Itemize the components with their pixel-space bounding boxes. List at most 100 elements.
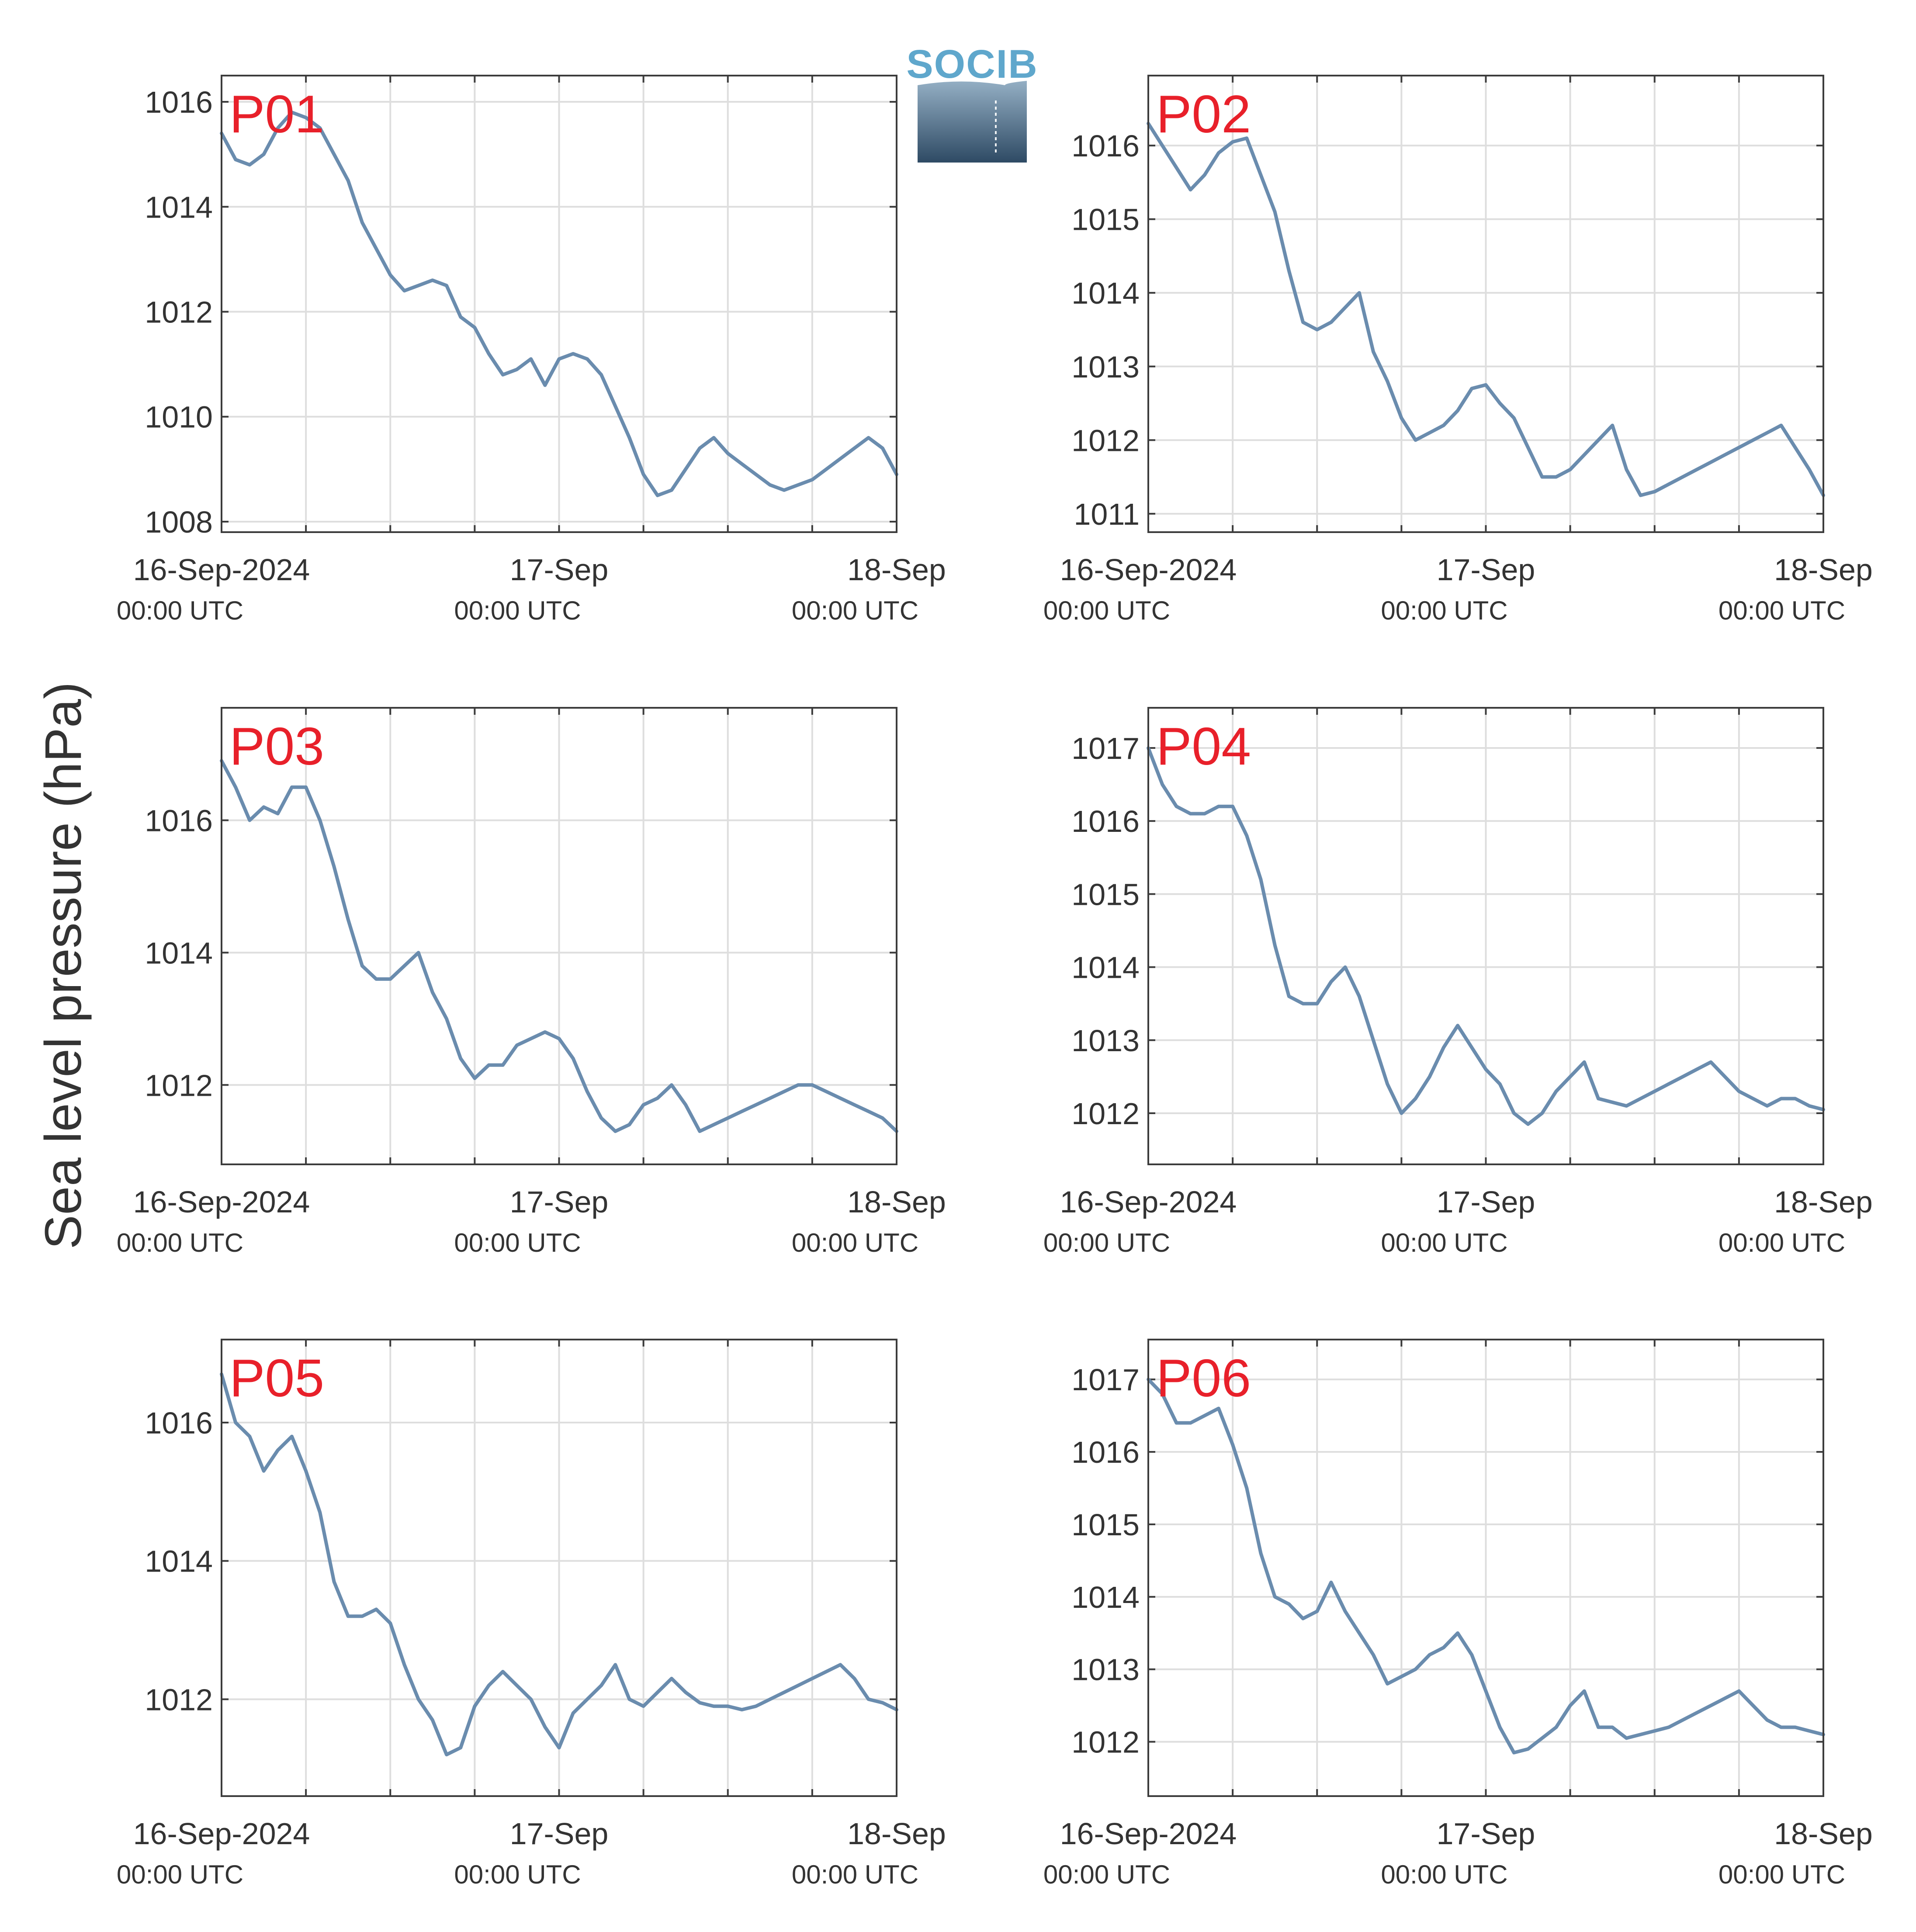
x-tick-label: 17-Sep — [1437, 553, 1535, 587]
y-tick-label: 1014 — [145, 936, 213, 970]
y-tick-label: 1012 — [1071, 423, 1140, 457]
x-tick-sublabel: 00:00 UTC — [1043, 596, 1170, 625]
logo-depth-mark — [995, 125, 997, 128]
y-tick-label: 1016 — [145, 803, 213, 838]
chart-panel-p02: 1011 1012 1013 1014 1015 1016 P02 16-Sep-2024 00… — [1043, 75, 1873, 625]
panel-label: P05 — [229, 1348, 324, 1408]
y-axis-label: Sea level pressure (hPa) — [35, 682, 92, 1250]
y-tick-label: 1016 — [1071, 129, 1140, 163]
y-tick-label: 1015 — [1071, 877, 1140, 911]
y-tick-label: 1012 — [1071, 1725, 1140, 1759]
logo-depth-mark — [995, 100, 997, 104]
x-tick-sublabel: 00:00 UTC — [1043, 1860, 1170, 1889]
x-tick-label: 18-Sep — [1774, 1185, 1873, 1219]
x-tick-sublabel: 00:00 UTC — [454, 1228, 581, 1257]
y-tick-label: 1013 — [1071, 1024, 1140, 1058]
x-tick-sublabel: 00:00 UTC — [792, 1860, 918, 1889]
x-tick-sublabel: 00:00 UTC — [1043, 1228, 1170, 1257]
x-tick-label: 18-Sep — [1774, 1817, 1873, 1851]
x-tick-label: 17-Sep — [1437, 1185, 1535, 1219]
chart-panel-p04: 1012 1013 1014 1015 1016 1017 P04 16-Sep-2024 00… — [1043, 707, 1873, 1257]
x-tick-label: 16-Sep-2024 — [133, 553, 310, 587]
x-tick-sublabel: 00:00 UTC — [1381, 1228, 1507, 1257]
x-tick-sublabel: 00:00 UTC — [792, 596, 918, 625]
chart-panel-p05: 1012 1014 1016 P05 16-Sep-2024 00:00 UTC 17-Se… — [117, 1339, 946, 1889]
y-tick-label: 1012 — [1071, 1097, 1140, 1131]
y-tick-label: 1011 — [1074, 497, 1140, 531]
y-tick-label: 1017 — [1071, 731, 1140, 765]
x-tick-sublabel: 00:00 UTC — [1381, 596, 1507, 625]
y-tick-label: 1014 — [1071, 951, 1140, 985]
y-tick-label: 1012 — [145, 295, 213, 329]
x-tick-label: 16-Sep-2024 — [1060, 1185, 1237, 1219]
y-tick-label: 1015 — [1071, 1508, 1140, 1542]
y-tick-label: 1008 — [145, 505, 213, 539]
chart-panels: 1008 1010 1012 1014 1016 P01 16-Sep-2024 00:00 … — [117, 75, 1873, 1889]
x-tick-label: 17-Sep — [510, 1185, 609, 1219]
y-tick-label: 1013 — [1071, 350, 1140, 384]
plot-frame — [221, 1339, 897, 1797]
x-tick-label: 18-Sep — [1774, 553, 1873, 587]
x-tick-label: 17-Sep — [1437, 1817, 1535, 1851]
socib-logo: SOCIB — [906, 42, 1038, 163]
logo-depth-mark — [995, 149, 997, 152]
x-tick-label: 16-Sep-2024 — [133, 1185, 310, 1219]
chart-panel-p06: 1012 1013 1014 1015 1016 1017 P06 16-Sep-2024 00… — [1043, 1339, 1873, 1889]
y-tick-label: 1014 — [1071, 1580, 1140, 1614]
series-line-p03 — [220, 759, 898, 1133]
series-line-p05 — [220, 1372, 898, 1756]
y-tick-label: 1014 — [145, 1544, 213, 1579]
x-tick-label: 18-Sep — [847, 553, 946, 587]
x-tick-label: 18-Sep — [847, 1817, 946, 1851]
logo-depth-mark — [995, 107, 997, 110]
series-line-p02 — [1147, 121, 1825, 497]
logo-depth-mark — [995, 143, 997, 146]
panel-label: P06 — [1156, 1348, 1251, 1408]
y-tick-label: 1017 — [1071, 1363, 1140, 1397]
x-tick-sublabel: 00:00 UTC — [454, 1860, 581, 1889]
series-line-p01 — [220, 111, 898, 497]
logo-depth-mark — [995, 137, 997, 140]
x-tick-label: 17-Sep — [510, 553, 609, 587]
x-tick-label: 18-Sep — [847, 1185, 946, 1219]
y-tick-label: 1016 — [145, 85, 213, 119]
logo-depth-mark — [995, 113, 997, 116]
series-line-p04 — [1147, 746, 1825, 1126]
x-tick-sublabel: 00:00 UTC — [1719, 596, 1845, 625]
panel-label: P03 — [229, 717, 324, 776]
y-tick-label: 1016 — [1071, 1435, 1140, 1469]
panel-label: P04 — [1156, 717, 1251, 776]
y-tick-label: 1013 — [1071, 1653, 1140, 1687]
logo-depth-mark — [995, 119, 997, 122]
panel-label: P01 — [229, 84, 324, 144]
y-tick-label: 1012 — [145, 1683, 213, 1717]
y-tick-label: 1012 — [145, 1068, 213, 1102]
plot-frame — [1147, 75, 1824, 533]
y-tick-label: 1010 — [145, 400, 213, 434]
x-tick-sublabel: 00:00 UTC — [792, 1228, 918, 1257]
plot-frame — [1147, 1339, 1824, 1797]
series-line-p06 — [1147, 1378, 1825, 1755]
logo-depth-mark — [995, 131, 997, 134]
logo-wave-block — [918, 81, 1027, 163]
plot-frame — [221, 75, 897, 533]
y-tick-label: 1016 — [1071, 804, 1140, 838]
x-tick-sublabel: 00:00 UTC — [117, 1860, 243, 1889]
y-tick-label: 1014 — [145, 190, 213, 224]
x-tick-sublabel: 00:00 UTC — [117, 1228, 243, 1257]
y-tick-label: 1014 — [1071, 276, 1140, 310]
plot-frame — [1147, 707, 1824, 1165]
x-tick-sublabel: 00:00 UTC — [1381, 1860, 1507, 1889]
chart-panel-p01: 1008 1010 1012 1014 1016 P01 16-Sep-2024 00:00 … — [117, 75, 946, 625]
plot-frame — [221, 707, 897, 1165]
x-tick-label: 16-Sep-2024 — [1060, 553, 1237, 587]
y-tick-label: 1015 — [1071, 203, 1140, 237]
logo-text: SOCIB — [906, 42, 1038, 87]
x-tick-sublabel: 00:00 UTC — [117, 596, 243, 625]
y-tick-label: 1016 — [145, 1406, 213, 1440]
chart-panel-p03: 1012 1014 1016 P03 16-Sep-2024 00:00 UTC 17-Se… — [117, 707, 946, 1257]
x-tick-label: 17-Sep — [510, 1817, 609, 1851]
panel-label: P02 — [1156, 84, 1251, 144]
x-tick-label: 16-Sep-2024 — [133, 1817, 310, 1851]
